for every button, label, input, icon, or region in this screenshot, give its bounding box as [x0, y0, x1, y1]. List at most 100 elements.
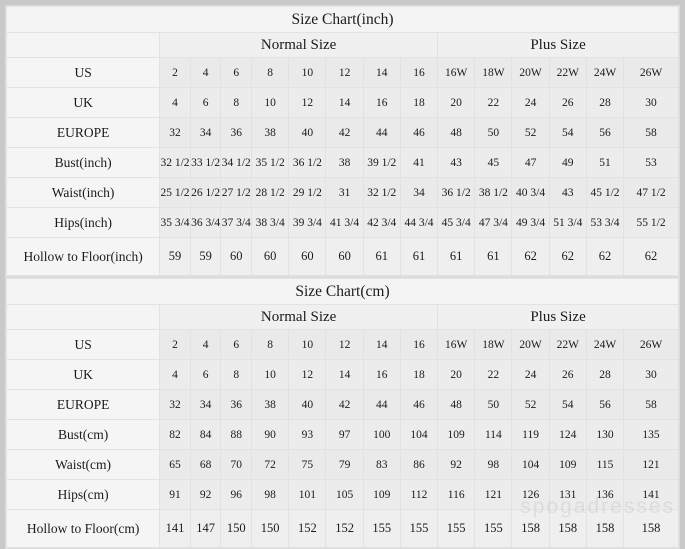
table-cell: 44 3/4: [399, 207, 439, 238]
table-cell: 36: [220, 117, 253, 148]
table-cell: 32 1/2: [362, 177, 401, 208]
table-cell: 52: [511, 389, 550, 420]
table-cell: 6: [189, 87, 222, 118]
table-cell: 82: [159, 419, 191, 450]
table-cell: 30: [623, 359, 679, 390]
size-chart-table: Size Chart(cm) Normal Size Plus Size US 2 4 6 8…: [5, 278, 679, 548]
table-cell: 62: [623, 237, 679, 276]
table-cell: 96: [220, 479, 253, 510]
table-cell: 58: [623, 117, 679, 148]
table-cell: 97: [325, 419, 364, 450]
table-cell: 18: [399, 359, 439, 390]
table-cell: 12: [325, 57, 364, 88]
table-cell: 22: [474, 87, 513, 118]
table-cell: 8: [251, 329, 290, 360]
table-cell: 121: [623, 449, 679, 480]
table-cell: 2: [159, 57, 191, 88]
table-cell: 105: [325, 479, 364, 510]
table-cell: 26: [548, 359, 587, 390]
table-cell: 28: [585, 359, 625, 390]
table-cell: 34: [399, 177, 439, 208]
table-cell: 43: [437, 147, 476, 178]
table-cell: 26W: [623, 57, 679, 88]
group-header-spacer: [5, 32, 161, 58]
table-cell: 53 3/4: [585, 207, 625, 238]
table-cell: 50: [474, 117, 513, 148]
table-cell: 38 3/4: [251, 207, 290, 238]
table-cell: 83: [362, 449, 401, 480]
table-cell: 40 3/4: [511, 177, 550, 208]
group-header-plus-size: Plus Size: [437, 304, 679, 330]
table-cell: 34 1/2: [220, 147, 253, 178]
table-cell: 20: [437, 87, 476, 118]
table-cell: 126: [511, 479, 550, 510]
table-cell: 115: [585, 449, 625, 480]
table-cell: 44: [362, 117, 401, 148]
table-cell: 100: [362, 419, 401, 450]
size-chart-page: Size Chart(inch) Normal Size Plus Size US 2 4…: [5, 5, 680, 549]
table-cell: 33 1/2: [189, 147, 222, 178]
table-cell: 75: [288, 449, 327, 480]
table-cell: 14: [362, 329, 401, 360]
group-header-row: Normal Size Plus Size: [5, 304, 679, 330]
table-cell: 84: [189, 419, 222, 450]
table-cell: 14: [362, 57, 401, 88]
table-cell: 16W: [437, 329, 476, 360]
row-label: US: [5, 57, 161, 88]
table-cell: 72: [251, 449, 290, 480]
table-cell: 18W: [474, 329, 513, 360]
chart-title: Size Chart(cm): [6, 278, 679, 305]
table-cell: 4: [189, 329, 222, 360]
size-chart-table: Size Chart(inch) Normal Size Plus Size US 2 4…: [5, 6, 679, 276]
row-label: UK: [5, 87, 161, 118]
table-cell: 10: [288, 57, 327, 88]
table-cell: 16W: [437, 57, 476, 88]
row-label: Bust(cm): [5, 419, 161, 450]
table-cell: 60: [288, 237, 327, 276]
table-row: UK 4 6 8 10 12 14 16 18 20 22 24 26 28 30: [5, 87, 679, 118]
table-cell: 101: [288, 479, 327, 510]
table-cell: 37 3/4: [220, 207, 253, 238]
group-header-row: Normal Size Plus Size: [5, 32, 679, 58]
table-cell: 16: [399, 329, 439, 360]
table-cell: 8: [220, 87, 253, 118]
table-cell: 4: [159, 359, 191, 390]
table-cell: 32: [159, 117, 191, 148]
table-cell: 12: [288, 359, 327, 390]
table-cell: 39 3/4: [288, 207, 327, 238]
table-cell: 43: [548, 177, 587, 208]
table-cell: 92: [189, 479, 222, 510]
table-cell: 29 1/2: [288, 177, 327, 208]
table-cell: 20: [437, 359, 476, 390]
table-cell: 88: [220, 419, 253, 450]
table-cell: 25 1/2: [159, 177, 191, 208]
table-cell: 59: [159, 237, 191, 276]
table-row: US 2 4 6 8 10 12 14 16 16W 18W 20W 22W 24W 26W: [5, 57, 679, 88]
table-cell: 36 1/2: [288, 147, 327, 178]
table-cell: 22W: [548, 57, 587, 88]
table-cell: 12: [288, 87, 327, 118]
table-cell: 54: [548, 389, 587, 420]
table-cell: 10: [288, 329, 327, 360]
table-cell: 48: [437, 389, 476, 420]
table-cell: 20W: [511, 329, 550, 360]
table-cell: 28: [585, 87, 625, 118]
size-chart-block: Size Chart(cm) Normal Size Plus Size US 2 4 6 8…: [5, 277, 680, 549]
table-cell: 47: [511, 147, 550, 178]
table-cell: 45: [474, 147, 513, 178]
chart-title: Size Chart(inch): [6, 6, 679, 33]
table-cell: 35 1/2: [251, 147, 290, 178]
table-cell: 38 1/2: [474, 177, 513, 208]
table-row: Waist(inch) 25 1/2 26 1/2 27 1/2 28 1/2 29 1/…: [5, 177, 679, 208]
table-cell: 53: [623, 147, 679, 178]
table-cell: 10: [251, 87, 290, 118]
table-cell: 49: [548, 147, 587, 178]
table-cell: 93: [288, 419, 327, 450]
table-cell: 46: [399, 389, 439, 420]
table-cell: 14: [325, 359, 364, 390]
row-label: Hips(cm): [5, 479, 161, 510]
table-cell: 38: [251, 117, 290, 148]
table-cell: 124: [548, 419, 587, 450]
table-cell: 109: [548, 449, 587, 480]
table-cell: 38: [325, 147, 364, 178]
